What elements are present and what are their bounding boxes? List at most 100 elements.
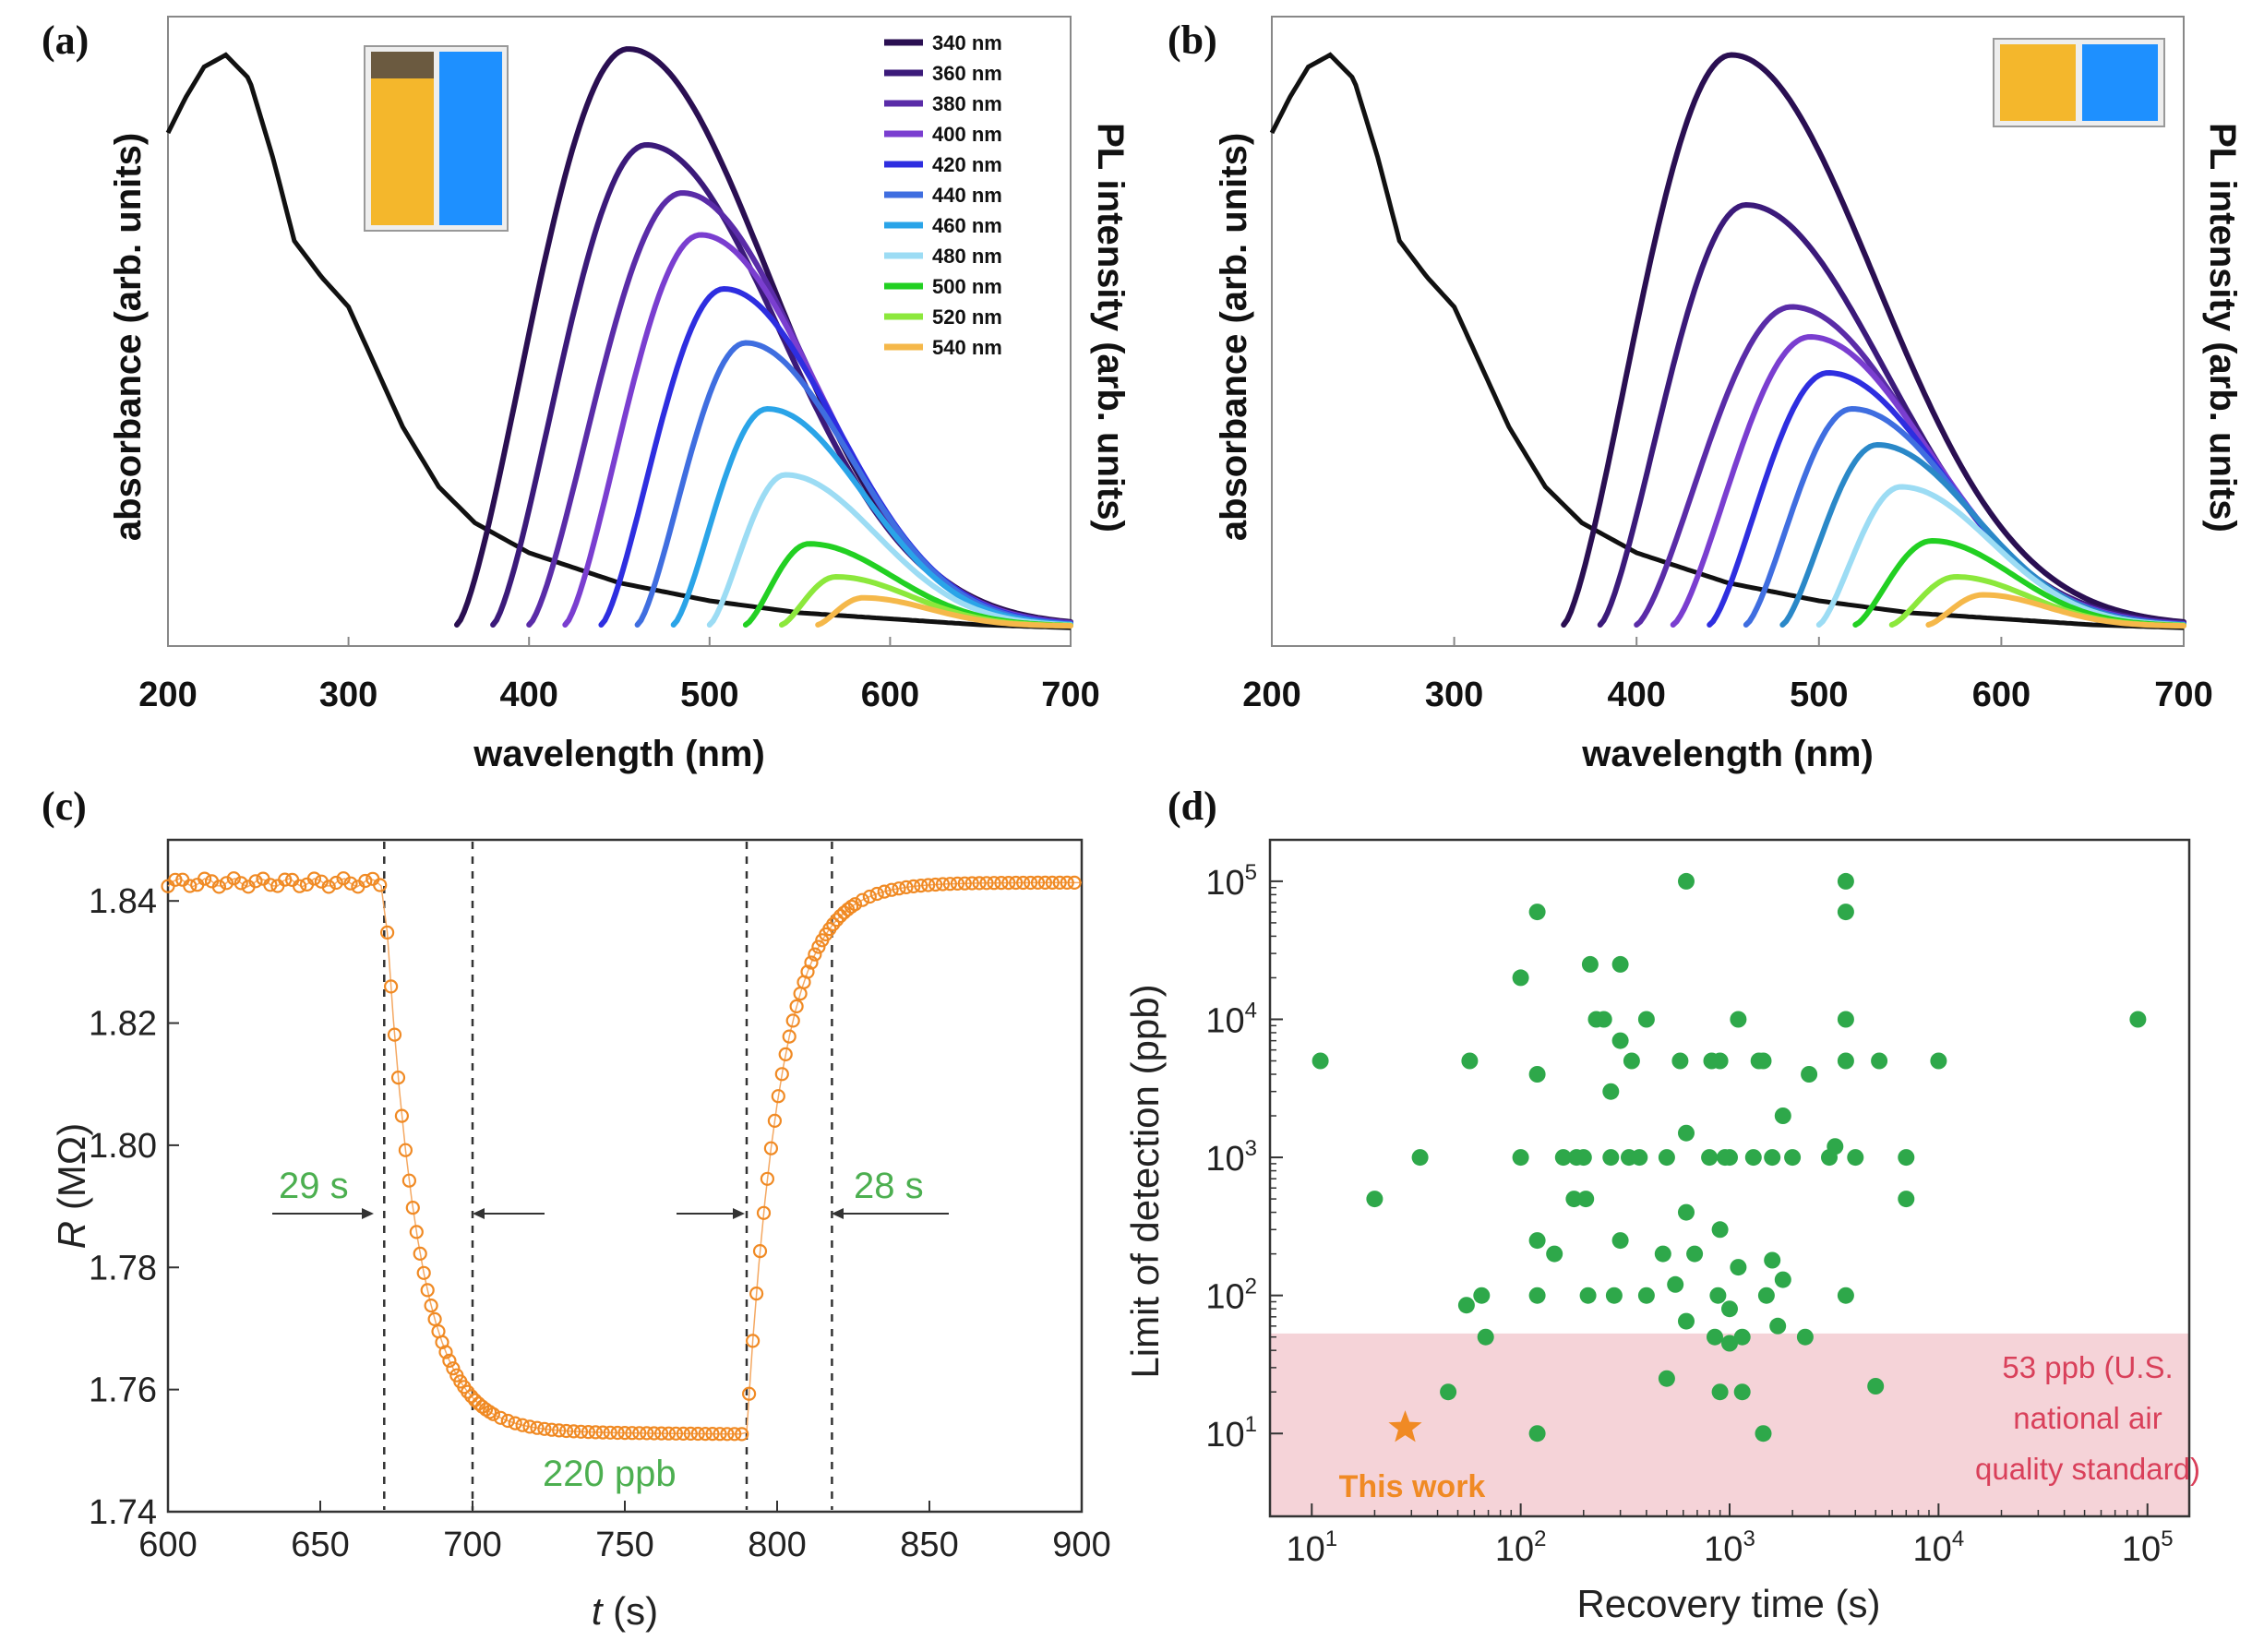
literature-point xyxy=(1755,1052,1772,1070)
resistance-point xyxy=(884,882,899,897)
resistance-point xyxy=(1023,875,1038,891)
literature-point xyxy=(1678,1312,1695,1330)
resistance-point xyxy=(278,872,293,887)
panel-d-y-axis-title: Limit of detection (ppb) xyxy=(1123,984,1167,1378)
resistance-point xyxy=(380,925,395,940)
literature-point xyxy=(1605,1287,1623,1304)
resistance-point xyxy=(438,1345,453,1359)
literature-point xyxy=(1528,1425,1546,1443)
resistance-point xyxy=(1060,875,1074,891)
x-tick-label: 700 xyxy=(443,1526,501,1564)
resistance-point xyxy=(942,877,958,892)
literature-point xyxy=(1581,955,1599,973)
resistance-point xyxy=(537,1421,552,1436)
resistance-point xyxy=(778,1047,793,1062)
literature-point xyxy=(1671,1052,1689,1070)
resistance-point xyxy=(493,1410,509,1425)
air-quality-standard-band xyxy=(1270,1333,2189,1516)
resistance-point xyxy=(698,1426,713,1442)
literature-point xyxy=(1837,872,1854,890)
literature-point xyxy=(1457,1297,1475,1314)
literature-point xyxy=(1667,1275,1684,1293)
literature-point xyxy=(1837,904,1854,921)
resistance-point xyxy=(749,1286,764,1301)
resistance-point xyxy=(442,1353,457,1369)
panel-b-x-axis-title: wavelength (nm) xyxy=(1581,734,1874,774)
literature-point xyxy=(1577,1191,1595,1208)
literature-point xyxy=(1579,1287,1597,1304)
legend-label: 520 nm xyxy=(932,305,1002,329)
resistance-point xyxy=(293,879,307,893)
x-tick-label: 300 xyxy=(319,676,377,714)
resistance-point xyxy=(595,1425,610,1440)
x-axis-var: t xyxy=(592,1589,605,1633)
resistance-point xyxy=(1052,875,1067,891)
literature-point xyxy=(1678,1203,1695,1221)
literature-point xyxy=(1473,1287,1491,1304)
panel-a-x-ticks: 200 300 400 500 600 700 xyxy=(138,637,1100,714)
panel-b: (b) 200 300 400 500 600 700 wavelength (nm) a… xyxy=(1168,16,2243,774)
standard-label-line3: quality standard) xyxy=(1975,1452,2200,1486)
inset-vial-blue xyxy=(2082,44,2158,121)
resistance-point xyxy=(405,1200,420,1215)
pl-curve-400-nm xyxy=(1670,333,2186,628)
resistance-point xyxy=(1015,875,1031,891)
resistance-point xyxy=(558,1423,574,1439)
x-tick-label: 600 xyxy=(861,676,919,714)
resistance-point xyxy=(394,1108,409,1123)
legend-label: 400 nm xyxy=(932,123,1002,146)
arrow-icon xyxy=(473,1208,485,1219)
x-tick-label: 600 xyxy=(1972,676,2030,714)
resistance-point xyxy=(705,1426,720,1442)
resistance-point xyxy=(420,1283,435,1298)
x-tick-label: 300 xyxy=(1425,676,1483,714)
resistance-point xyxy=(782,1029,797,1044)
resistance-point xyxy=(632,1426,647,1441)
x-tick-label: 700 xyxy=(2154,676,2212,714)
x-tick-label: 600 xyxy=(138,1526,197,1564)
y-tick-label: 1.82 xyxy=(89,1005,157,1044)
inset-vial-yellow xyxy=(371,78,434,225)
literature-point xyxy=(1631,1149,1648,1167)
resistance-point xyxy=(921,878,936,892)
literature-point xyxy=(1733,1383,1751,1401)
pl-curve-540-nm xyxy=(815,594,1073,629)
resistance-point xyxy=(877,884,892,899)
this-work-label: This work xyxy=(1339,1469,1486,1504)
resistance-point xyxy=(720,1427,735,1442)
literature-point xyxy=(1637,1011,1655,1028)
panel-b-inset-photo xyxy=(1993,38,2165,127)
x-tick-label: 103 xyxy=(1704,1526,1755,1569)
pl-curve-340-nm xyxy=(1561,52,2186,628)
resistance-point xyxy=(906,879,921,894)
literature-point xyxy=(1678,1124,1695,1142)
resistance-point xyxy=(1009,875,1024,891)
resistance-point xyxy=(610,1425,625,1441)
legend-label: 540 nm xyxy=(932,336,1002,359)
literature-point xyxy=(1477,1328,1494,1346)
resistance-point xyxy=(647,1426,662,1441)
literature-point xyxy=(1721,1300,1738,1318)
literature-point xyxy=(1565,1191,1583,1208)
resistance-point xyxy=(211,880,226,894)
x-tick-label: 101 xyxy=(1286,1526,1337,1569)
resistance-point xyxy=(727,1427,742,1442)
literature-point xyxy=(1837,1011,1854,1028)
resistance-point xyxy=(676,1426,691,1442)
panel-b-curves xyxy=(1269,52,2186,630)
panel-a-legend: 340 nm 360 nm 380 nm 400 nm 420 nm 440 nm 460 … xyxy=(884,31,1002,359)
literature-point xyxy=(1784,1149,1802,1167)
resistance-point xyxy=(522,1419,537,1434)
literature-point xyxy=(1827,1138,1844,1155)
resistance-point xyxy=(306,871,321,886)
resistance-point xyxy=(668,1426,684,1441)
resistance-point xyxy=(329,875,343,891)
resistance-point xyxy=(409,1225,424,1239)
resistance-point xyxy=(387,1027,402,1042)
resistance-point xyxy=(741,1386,757,1401)
legend-label: 460 nm xyxy=(932,214,1002,237)
resistance-point xyxy=(384,979,399,994)
resistance-point xyxy=(461,1384,475,1399)
resistance-point xyxy=(424,1298,438,1313)
y-tick-label: 1.74 xyxy=(89,1493,157,1532)
